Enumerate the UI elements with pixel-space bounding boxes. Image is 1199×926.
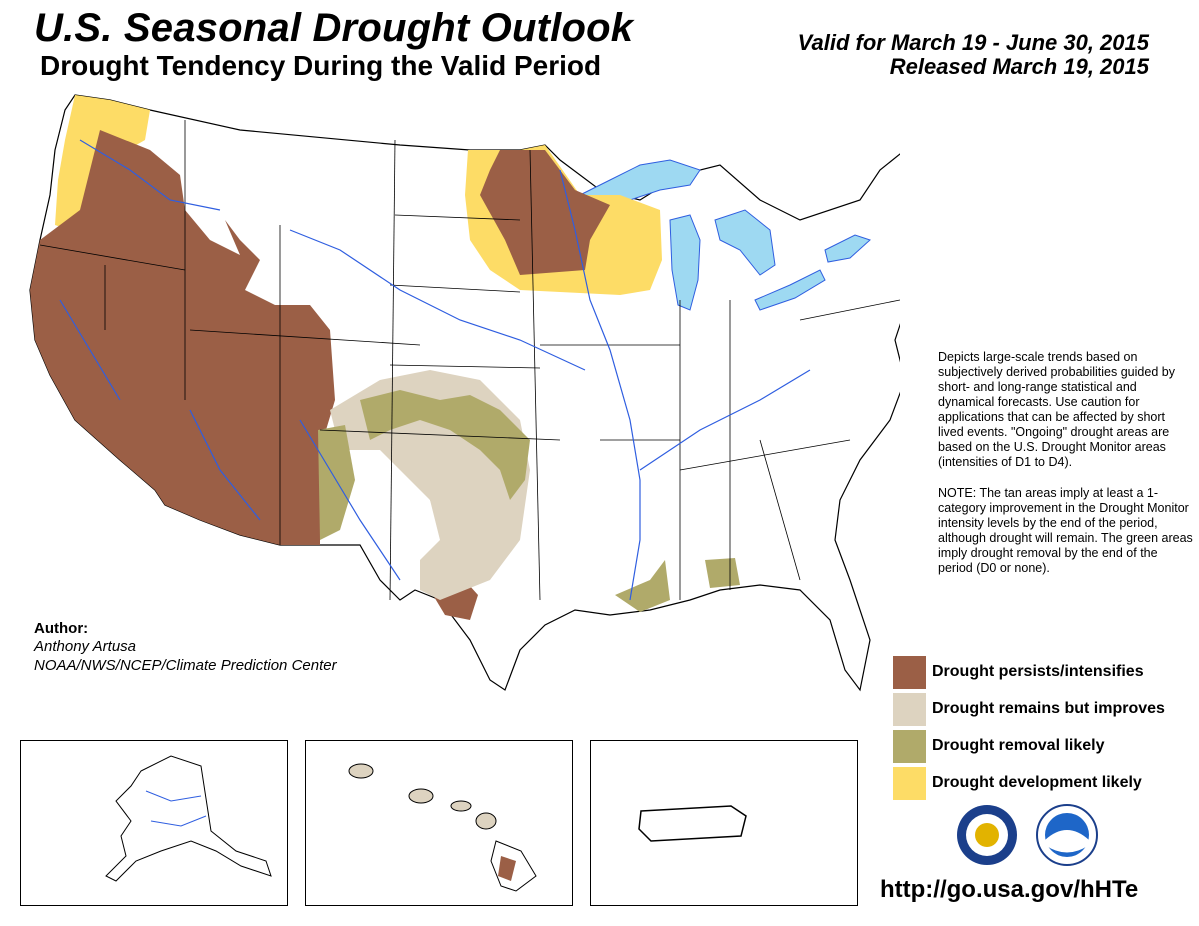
- legend-item-persists: Drought persists/intensifies: [893, 656, 1199, 689]
- legend-swatch: [893, 767, 926, 800]
- legend-label: Drought persists/intensifies: [932, 663, 1144, 680]
- outlook-description: Depicts large-scale trends based on subj…: [938, 350, 1193, 592]
- agency-logos: [957, 804, 1098, 866]
- author-organization: NOAA/NWS/NCEP/Climate Prediction Center: [34, 657, 337, 674]
- removal-gulf-coast: [615, 560, 670, 612]
- legend-swatch: [893, 730, 926, 763]
- noaa-logo-icon: [1036, 804, 1098, 866]
- removal-southern-plains: [360, 390, 530, 500]
- lake-huron: [714, 209, 776, 276]
- removal-texas-panhandle: [318, 425, 355, 540]
- author-label: Author:: [34, 620, 89, 637]
- lake-erie: [754, 269, 826, 311]
- alaska-map: [105, 755, 272, 882]
- legend-label: Drought remains but improves: [932, 700, 1165, 717]
- valid-period: Valid for March 19 - June 30, 2015: [797, 30, 1149, 55]
- release-date: Released March 19, 2015: [889, 54, 1149, 79]
- map-subtitle: Drought Tendency During the Valid Period: [40, 50, 602, 81]
- puerto-rico-inset: [590, 740, 858, 906]
- description-paragraph: Depicts large-scale trends based on subj…: [938, 350, 1175, 469]
- puerto-rico-map: [638, 805, 747, 842]
- legend-item-improves: Drought remains but improves: [893, 693, 1199, 726]
- alaska-inset: [20, 740, 288, 906]
- legend-item-development: Drought development likely: [893, 767, 1199, 800]
- outlook-url[interactable]: http://go.usa.gov/hHTe: [880, 876, 1139, 903]
- author-name: Anthony Artusa: [34, 638, 137, 655]
- map-title: U.S. Seasonal Drought Outlook: [34, 6, 634, 50]
- hawaii-inset: [305, 740, 573, 906]
- legend-item-removal: Drought removal likely: [893, 730, 1199, 763]
- conus-map: [29, 94, 900, 692]
- description-note: NOTE: The tan areas imply at least a 1-c…: [938, 486, 1193, 575]
- nws-seal-icon: [957, 805, 1017, 865]
- lake-michigan: [669, 214, 701, 311]
- state-borders: [39, 120, 900, 601]
- hawaii-map: [348, 763, 537, 892]
- removal-alabama: [705, 558, 740, 588]
- legend-label: Drought development likely: [932, 774, 1142, 791]
- rivers: [59, 139, 811, 601]
- legend-swatch: [893, 693, 926, 726]
- legend-swatch: [893, 656, 926, 689]
- persists-west: [30, 130, 335, 545]
- legend-label: Drought removal likely: [932, 737, 1105, 754]
- lake-ontario: [824, 234, 871, 263]
